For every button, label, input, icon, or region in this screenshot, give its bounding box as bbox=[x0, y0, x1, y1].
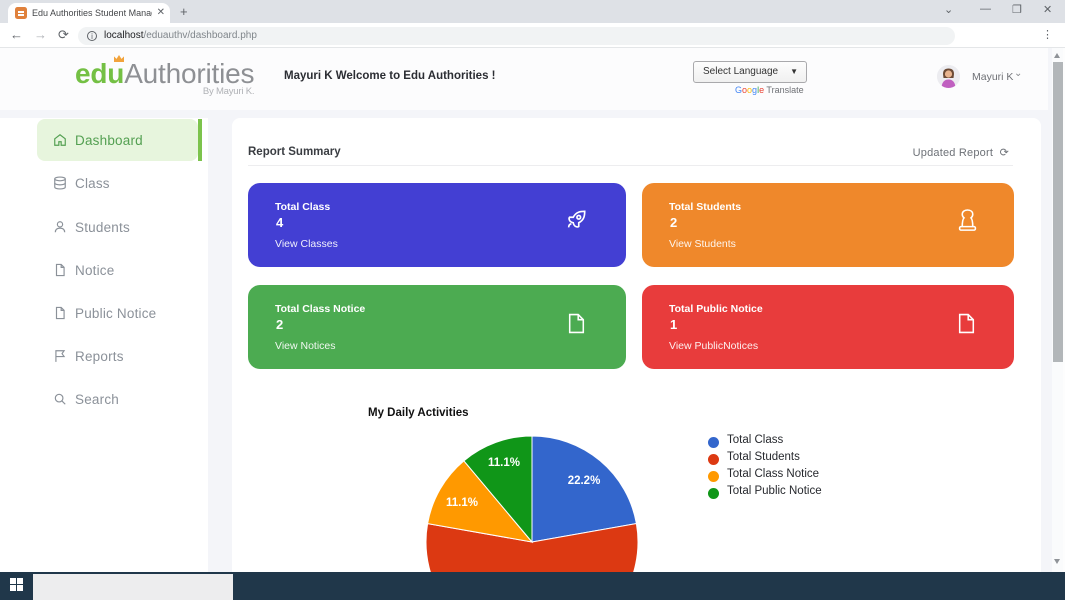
svg-text:11.1%: 11.1% bbox=[446, 497, 478, 509]
svg-text:22.2%: 22.2% bbox=[568, 475, 601, 487]
svg-text:11.1%: 11.1% bbox=[488, 457, 520, 469]
